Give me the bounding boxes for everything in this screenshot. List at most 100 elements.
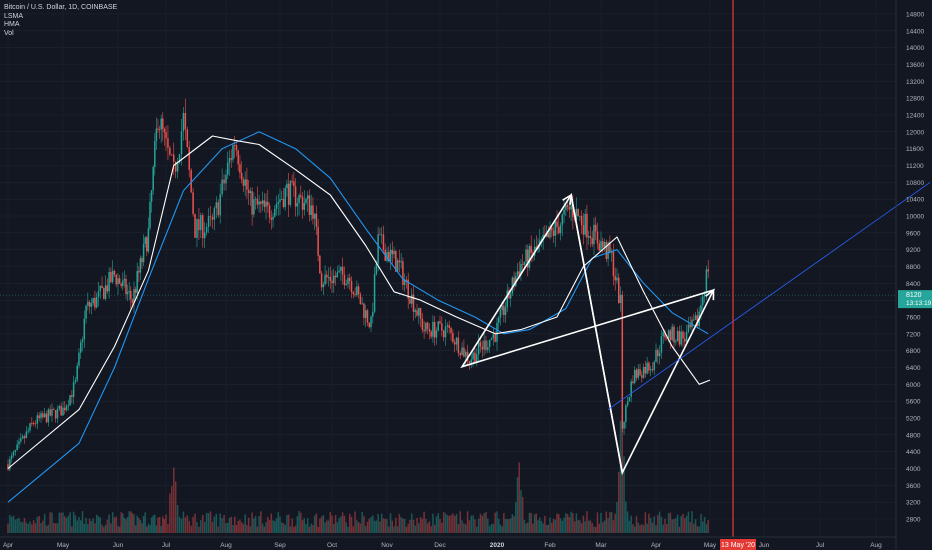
y-tick-label: 14000 bbox=[906, 45, 924, 52]
candle-body bbox=[357, 286, 360, 295]
candle-body bbox=[600, 241, 602, 251]
volume-bar bbox=[625, 501, 627, 533]
candle-body bbox=[97, 291, 100, 297]
candle-body bbox=[428, 328, 431, 332]
volume-bar bbox=[239, 519, 241, 533]
volume-bar bbox=[260, 511, 262, 533]
volume-bar bbox=[78, 517, 80, 533]
candle-body bbox=[94, 297, 96, 308]
candle-body bbox=[400, 261, 402, 263]
candle-body bbox=[265, 201, 267, 207]
volume-bar bbox=[190, 525, 192, 533]
candle-body bbox=[95, 296, 98, 308]
candle-body bbox=[20, 438, 22, 442]
candle-body bbox=[296, 203, 299, 207]
candle-body bbox=[377, 234, 379, 264]
candle-body bbox=[65, 405, 68, 411]
candle-body bbox=[58, 405, 61, 409]
volume-bar bbox=[584, 521, 586, 533]
candle-body bbox=[239, 164, 241, 173]
candle-body bbox=[291, 180, 293, 182]
candle-body bbox=[610, 251, 613, 253]
volume-bar bbox=[194, 513, 196, 533]
candle-body bbox=[492, 334, 495, 339]
volume-bar bbox=[336, 522, 339, 533]
diagonal-line[interactable] bbox=[570, 194, 624, 473]
volume-bar bbox=[527, 522, 529, 533]
volume-bar bbox=[554, 519, 557, 533]
candle-body bbox=[348, 277, 351, 282]
candle-body bbox=[274, 208, 276, 217]
volume-bar bbox=[329, 512, 332, 533]
candle-body bbox=[228, 158, 231, 163]
volume-bar bbox=[198, 526, 200, 533]
trend-ray[interactable] bbox=[607, 182, 931, 410]
volume-bar bbox=[476, 526, 478, 533]
volume-bar bbox=[345, 522, 347, 533]
candle-body bbox=[591, 237, 593, 245]
volume-bar bbox=[42, 520, 44, 533]
indicator-lsma[interactable]: LSMA bbox=[4, 12, 24, 20]
volume-bar bbox=[537, 520, 539, 533]
candle-body bbox=[347, 277, 349, 285]
candle-body bbox=[702, 296, 704, 305]
candle-body bbox=[655, 349, 657, 362]
indicator-vol[interactable]: Vol bbox=[4, 29, 14, 37]
candle-body bbox=[437, 321, 439, 331]
volume-bar bbox=[700, 513, 702, 533]
volume-bar bbox=[305, 524, 307, 533]
y-tick-label: 11600 bbox=[906, 146, 924, 153]
volume-bar bbox=[246, 525, 248, 533]
candle-body bbox=[501, 305, 503, 311]
volume-bar bbox=[463, 523, 465, 533]
candle-body bbox=[558, 226, 560, 234]
candle-body bbox=[268, 205, 271, 218]
volume-bar bbox=[317, 526, 319, 533]
indicator-hma[interactable]: HMA bbox=[4, 21, 20, 28]
candle-body bbox=[198, 219, 200, 231]
candle-body bbox=[538, 240, 541, 246]
candle-body bbox=[126, 291, 129, 295]
candle-body bbox=[104, 285, 107, 299]
candle-body bbox=[42, 413, 44, 418]
volume-bar bbox=[247, 517, 250, 533]
candle-body bbox=[54, 410, 57, 419]
price-axis[interactable]: 2800 3200 3600 4000 4400 4800 5200 5600 6000 6400… bbox=[895, 0, 924, 550]
candle-body bbox=[602, 241, 604, 248]
volume-bar bbox=[106, 519, 109, 533]
volume-bar bbox=[474, 519, 476, 533]
time-axis[interactable]: Apr May Jun Jul Aug Sep Oct Nov Dec 2020 Feb Mar Apr… bbox=[0, 536, 896, 549]
candle-body bbox=[632, 381, 634, 383]
candle-body bbox=[69, 395, 71, 406]
volume-bar bbox=[464, 524, 467, 533]
volume-bar bbox=[468, 520, 471, 533]
volume-bar bbox=[375, 520, 378, 533]
candle-body bbox=[303, 202, 306, 210]
candle-body bbox=[165, 132, 167, 139]
candle-body bbox=[110, 271, 112, 283]
volume-bar bbox=[568, 517, 571, 533]
volume-bar bbox=[356, 520, 358, 533]
volume-bar bbox=[163, 518, 166, 533]
volume-bar bbox=[630, 515, 632, 533]
volume-bar bbox=[51, 512, 53, 533]
drawing-tools[interactable] bbox=[460, 182, 931, 476]
volume-bar bbox=[370, 516, 372, 533]
candle-body bbox=[380, 234, 383, 236]
candle-body bbox=[125, 279, 127, 295]
volume-bar bbox=[669, 512, 672, 533]
candle-body bbox=[552, 230, 555, 236]
volume-bar bbox=[92, 518, 94, 533]
candle-body bbox=[382, 234, 385, 250]
candle-body bbox=[619, 294, 622, 303]
candle-body bbox=[625, 405, 627, 422]
volume-bar bbox=[516, 477, 519, 533]
y-tick-label: 4000 bbox=[906, 466, 921, 473]
candle-body bbox=[194, 214, 196, 238]
volume-bar bbox=[291, 518, 293, 533]
candle-body bbox=[286, 183, 288, 189]
volume-bar bbox=[503, 513, 505, 533]
volume-bar bbox=[372, 515, 374, 533]
candle-body bbox=[298, 195, 300, 204]
